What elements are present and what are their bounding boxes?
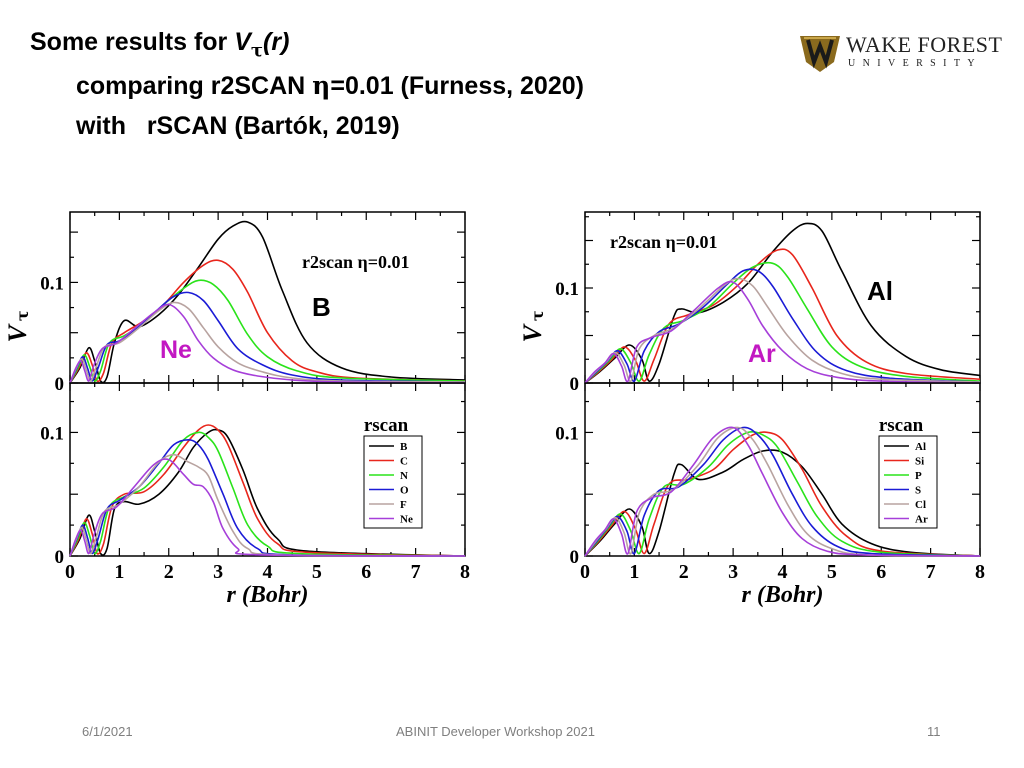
legend-entry-c: C	[400, 456, 408, 468]
series-line-3	[69, 291, 466, 384]
title-prefix: Some results for	[30, 28, 235, 56]
title-line-2-eta: η	[312, 71, 331, 100]
series-line-ar	[584, 426, 981, 557]
footer-date: 6/1/2021	[82, 724, 133, 739]
series-line-0	[584, 222, 981, 384]
y-tick-label: 0.1	[555, 279, 579, 300]
element-label-b: B	[312, 292, 331, 322]
x-tick-label: 7	[411, 561, 421, 583]
logo-subtitle: UNIVERSITY	[848, 58, 982, 69]
series-line-4	[69, 301, 466, 384]
x-tick-label: 1	[629, 561, 639, 583]
y-tick-label: 0.1	[40, 423, 64, 444]
series-line-al	[584, 449, 981, 557]
series-line-5	[69, 303, 466, 384]
x-axis-label: r (Bohr)	[226, 582, 308, 608]
legend-entry-ne: Ne	[400, 514, 413, 526]
x-tick-label: 1	[114, 561, 124, 583]
footer-page-number: 11	[927, 724, 941, 739]
wake-forest-logo: WAKE FOREST UNIVERSITY	[798, 32, 1002, 74]
x-tick-label: 5	[312, 561, 322, 583]
title-line-2-a: comparing r2SCAN	[76, 72, 313, 100]
title-line-2: comparing r2SCAN η=0.01 (Furness, 2020)	[76, 70, 584, 102]
logo-name: WAKE FOREST	[846, 32, 1003, 57]
legend-box	[878, 435, 938, 529]
footer-event: ABINIT Developer Workshop 2021	[396, 724, 595, 739]
title-line-1: Some results for Vτ(r)	[30, 26, 289, 67]
title-line-3: with rSCAN (Bartók, 2019)	[76, 112, 400, 140]
series-line-p	[584, 430, 981, 557]
y-tick-label: 0	[55, 374, 65, 395]
y-tick-label: 0.1	[40, 273, 64, 294]
series-line-n	[69, 431, 466, 557]
x-tick-label: 0	[580, 561, 590, 583]
title-line-2-b: =0.01 (Furness, 2020)	[330, 72, 584, 100]
x-tick-label: 2	[164, 561, 174, 583]
wake-forest-shield-icon	[800, 36, 840, 72]
legend-entry-ar: Ar	[915, 514, 928, 526]
legend-entry-al: Al	[915, 441, 926, 453]
legend-title: rscan	[879, 415, 924, 436]
legend-entry-b: B	[400, 441, 408, 453]
element-label-al: Al	[867, 276, 893, 306]
series-line-ne	[69, 458, 466, 557]
series-line-b	[69, 428, 466, 557]
title-variable: Vτ(r)	[234, 28, 290, 61]
y-tick-label: 0	[570, 547, 580, 568]
x-tick-label: 7	[926, 561, 936, 583]
legend-entry-n: N	[400, 470, 408, 482]
x-tick-label: 2	[679, 561, 689, 583]
title-var-v: V	[234, 28, 251, 56]
series-line-5	[584, 280, 981, 384]
legend-entry-si: Si	[915, 456, 924, 468]
series-line-f	[69, 453, 466, 557]
legend-entry-p: P	[915, 470, 922, 482]
legend-box	[363, 435, 423, 529]
legend-title: rscan	[364, 415, 409, 436]
title-var-tau: τ	[250, 40, 264, 61]
plot-title: r2scan η=0.01	[302, 252, 409, 272]
y-axis-label: Vτ	[518, 310, 547, 342]
y-axis-label: Vτ	[3, 310, 32, 342]
legend-entry-f: F	[400, 499, 407, 511]
x-tick-label: 8	[460, 561, 470, 583]
series-line-3	[584, 268, 981, 384]
series-line-2	[584, 261, 981, 384]
series-line-cl	[584, 426, 981, 557]
x-axis-label: r (Bohr)	[741, 582, 823, 608]
x-tick-label: 6	[361, 561, 371, 583]
series-line-si	[584, 431, 981, 557]
x-tick-label: 0	[65, 561, 75, 583]
x-tick-label: 4	[778, 561, 788, 583]
y-tick-label: 0.1	[555, 423, 579, 444]
title-var-arg: (r)	[263, 28, 290, 56]
legend-entry-cl: Cl	[915, 499, 926, 511]
series-line-0	[69, 220, 466, 384]
x-tick-label: 3	[728, 561, 738, 583]
plot-title: r2scan η=0.01	[610, 232, 717, 252]
x-tick-label: 4	[263, 561, 273, 583]
series-line-1	[584, 248, 981, 384]
element-label-ar: Ar	[748, 340, 776, 368]
legend-entry-o: O	[400, 485, 409, 497]
series-line-4	[584, 277, 981, 384]
y-tick-label: 0	[570, 374, 580, 395]
element-label-ne: Ne	[160, 336, 192, 364]
x-tick-label: 8	[975, 561, 985, 583]
legend-entry-s: S	[915, 485, 921, 497]
x-tick-label: 6	[876, 561, 886, 583]
y-tick-label: 0	[55, 547, 65, 568]
series-line-s	[584, 426, 981, 557]
x-tick-label: 5	[827, 561, 837, 583]
x-tick-label: 3	[213, 561, 223, 583]
